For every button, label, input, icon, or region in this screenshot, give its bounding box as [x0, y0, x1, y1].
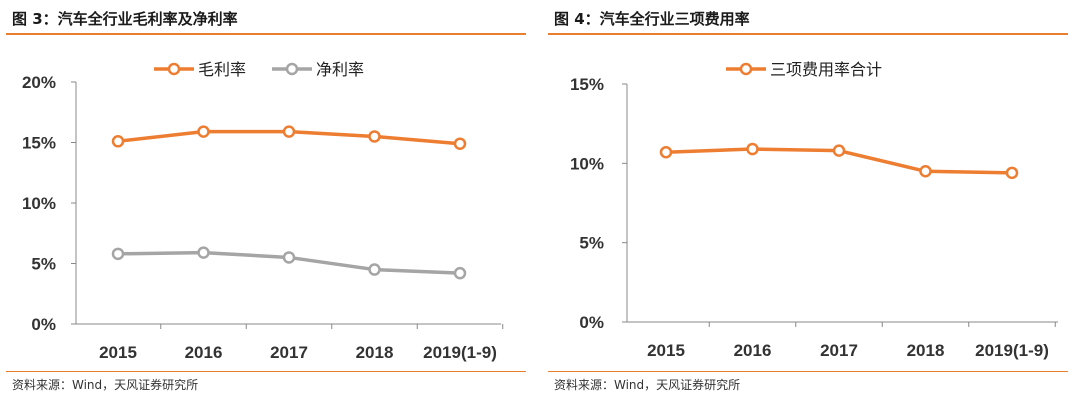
data-point: [111, 247, 125, 261]
legend-item: 净利率: [272, 60, 364, 79]
data-point: [368, 263, 381, 276]
source-divider: [548, 371, 1068, 372]
data-point: [919, 165, 932, 178]
data-point: [832, 144, 846, 157]
data-point: [659, 145, 673, 159]
y-tick-label: 5%: [31, 255, 56, 274]
y-tick-label: 10%: [570, 154, 604, 173]
x-tick-label: 2019(1-9): [423, 343, 497, 362]
data-point: [1005, 166, 1019, 180]
x-tick-label: 2016: [185, 343, 223, 362]
y-tick-label: 0%: [31, 315, 56, 334]
figure-4-panel: 图 4：汽车全行业三项费用率 0% 5% 10% 15% 2015 2016 2017 201…: [548, 0, 1068, 400]
data-point: [197, 125, 210, 138]
y-tick-label: 20%: [22, 73, 56, 92]
data-point: [746, 142, 759, 156]
x-tick-label: 2018: [356, 343, 394, 362]
x-tick-label: 2018: [907, 341, 945, 360]
data-point: [197, 246, 210, 259]
data-point: [368, 130, 381, 143]
legend-item: 三项费用率合计: [726, 60, 882, 79]
source-note: 资料来源：Wind，天风证券研究所: [12, 378, 199, 392]
y-tick-label: 15%: [22, 134, 56, 153]
figure-title: 图 4：汽车全行业三项费用率: [554, 10, 750, 28]
x-tick-label: 2019(1-9): [975, 341, 1049, 360]
title-divider: [548, 33, 1068, 35]
expense-ratio-chart: 0% 5% 10% 15% 2015 2016 2017 2018 2019(1-9) 三项费用率…: [570, 60, 1058, 360]
figure-title: 图 3：汽车全行业毛利率及净利率: [12, 10, 238, 28]
figure-3-panel: 图 3：汽车全行业毛利率及净利率 0% 5% 10% 15% 20% 2015 2016 20…: [6, 0, 526, 400]
margin-chart: 0% 5% 10% 15% 20% 2015 2016 2017 2018 2019(1-9) 毛利…: [22, 60, 504, 362]
data-point: [111, 135, 125, 148]
y-tick-label: 10%: [22, 194, 56, 213]
data-point: [453, 266, 467, 280]
data-point: [282, 125, 296, 138]
x-tick-label: 2015: [647, 341, 685, 360]
legend-item: 毛利率: [154, 60, 246, 79]
data-point: [453, 137, 467, 150]
data-point: [282, 251, 296, 264]
legend-label: 净利率: [316, 60, 364, 79]
legend-label: 三项费用率合计: [770, 60, 882, 79]
legend-label: 毛利率: [198, 60, 246, 79]
title-divider: [6, 33, 526, 35]
x-tick-label: 2016: [734, 341, 772, 360]
y-tick-label: 0%: [579, 313, 604, 332]
legend-marker: [285, 62, 299, 76]
source-note: 资料来源：Wind，天风证券研究所: [554, 378, 741, 392]
x-tick-label: 2015: [99, 343, 137, 362]
x-tick-label: 2017: [270, 343, 308, 362]
source-divider: [6, 371, 526, 372]
y-tick-label: 5%: [579, 234, 604, 253]
x-tick-label: 2017: [820, 341, 858, 360]
y-tick-label: 15%: [570, 75, 604, 94]
legend-marker: [167, 62, 181, 76]
legend-marker: [739, 62, 753, 76]
